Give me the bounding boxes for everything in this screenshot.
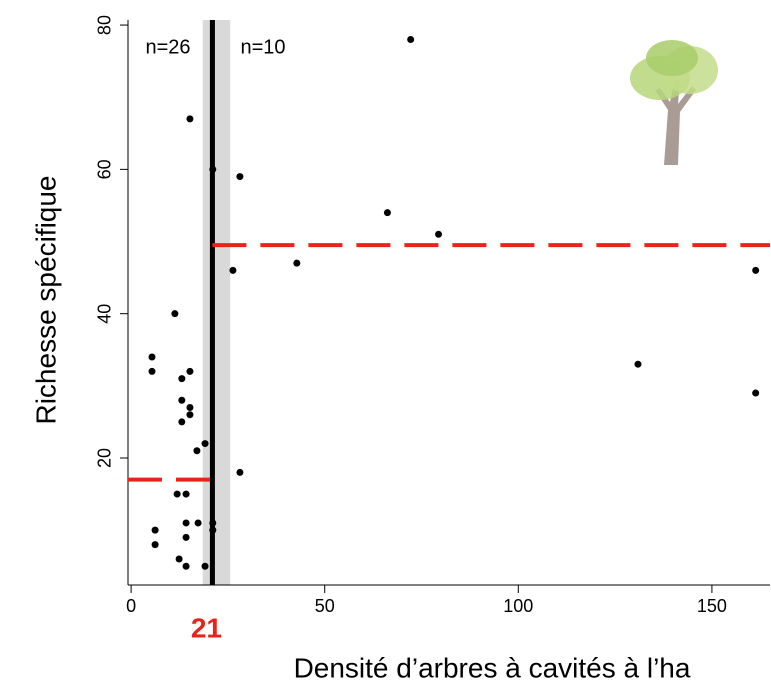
- x-axis-label: Densité d’arbres à cavités à l’ha: [294, 652, 691, 683]
- x-tick-label: 150: [697, 596, 727, 616]
- x-tick-label: 100: [503, 596, 533, 616]
- point: [193, 447, 201, 455]
- point: [148, 353, 156, 361]
- y-tick-label: 80: [95, 15, 115, 35]
- point: [182, 562, 190, 570]
- point: [229, 266, 237, 274]
- threshold-label: 21: [191, 612, 222, 643]
- point: [186, 367, 194, 375]
- point: [186, 403, 194, 411]
- point: [383, 209, 391, 217]
- point: [407, 35, 415, 43]
- x-tick-label: 0: [126, 596, 136, 616]
- point: [186, 115, 194, 123]
- point: [435, 230, 443, 238]
- point: [236, 468, 244, 476]
- point: [201, 562, 209, 570]
- point: [752, 389, 760, 397]
- y-tick-label: 20: [95, 448, 115, 468]
- point: [178, 418, 186, 426]
- point: [209, 519, 217, 527]
- y-tick-label: 60: [95, 159, 115, 179]
- tree-icon: [630, 40, 718, 165]
- threshold-band: [202, 20, 231, 585]
- point: [182, 519, 190, 527]
- point: [209, 165, 217, 173]
- point: [151, 541, 159, 549]
- point: [236, 173, 244, 181]
- point: [182, 490, 190, 498]
- point: [175, 555, 183, 563]
- point: [634, 360, 642, 368]
- point: [186, 411, 194, 419]
- point: [178, 375, 186, 383]
- x-tick-label: 50: [315, 596, 335, 616]
- point: [151, 526, 159, 534]
- point: [752, 266, 760, 274]
- point: [201, 440, 209, 448]
- point: [148, 367, 156, 375]
- point: [171, 310, 179, 318]
- annotation: n=10: [240, 36, 285, 58]
- point: [182, 533, 190, 541]
- point: [173, 490, 181, 498]
- point: [209, 526, 217, 534]
- annotation: n=26: [145, 36, 190, 58]
- y-tick-label: 40: [95, 304, 115, 324]
- point: [194, 519, 202, 527]
- point: [293, 259, 301, 267]
- point: [178, 396, 186, 404]
- y-axis-label: Richesse spécifique: [30, 175, 61, 424]
